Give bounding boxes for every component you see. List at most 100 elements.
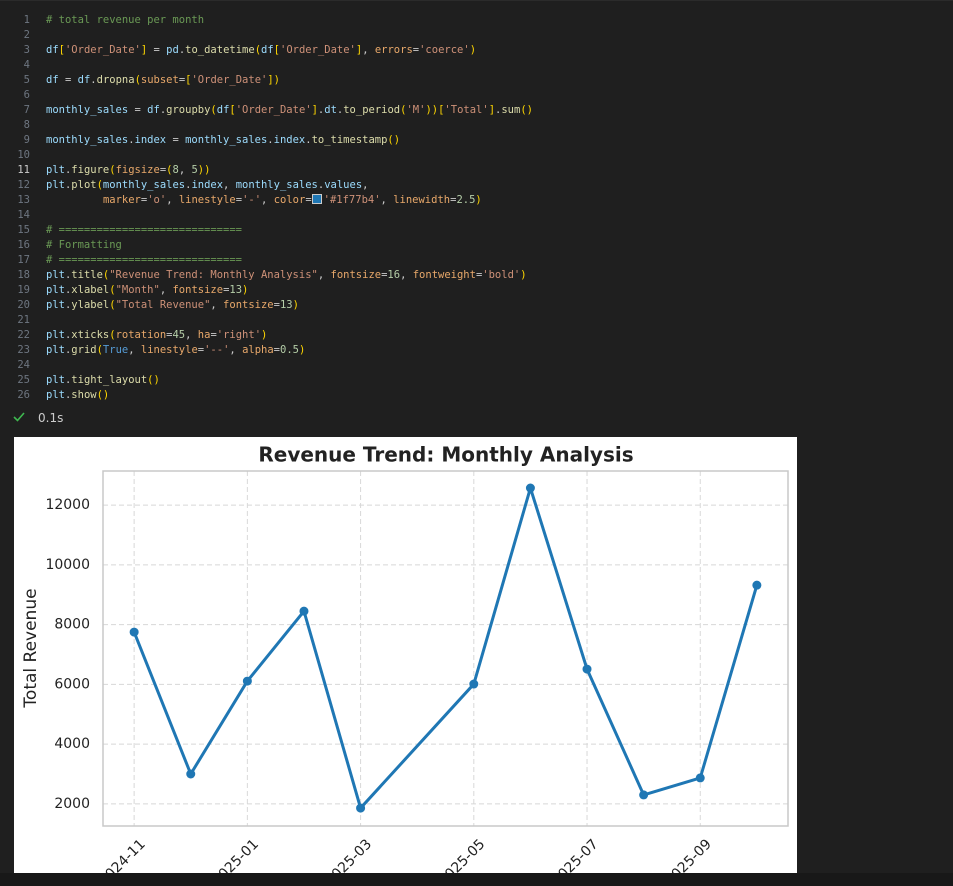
code-token: , [210, 299, 217, 311]
code-token: , [400, 269, 407, 281]
code-token: 13 [279, 299, 293, 311]
code-token: xlabel [71, 284, 110, 296]
code-token: ylabel [71, 299, 110, 311]
code-token: ) [261, 329, 268, 341]
code-token: ( [96, 344, 103, 356]
code-token: . [90, 74, 97, 86]
code-token: '#1f77b4' [323, 194, 381, 206]
code-token: monthly_sales [46, 104, 129, 116]
y-tick-label: 12000 [45, 497, 90, 513]
line-number: 16 [17, 239, 30, 251]
code-token: title [71, 269, 103, 281]
code-token: = [412, 44, 420, 56]
code-token: 0.5 [280, 344, 299, 356]
code-token: monthly_sales [185, 134, 268, 146]
code-token: sum [501, 104, 521, 116]
y-tick-label: 6000 [54, 676, 90, 692]
data-point [299, 606, 309, 616]
code-token: = [210, 329, 217, 341]
code-token: ) [393, 134, 401, 146]
y-tick-label: 4000 [54, 736, 90, 752]
code-token: index [273, 134, 306, 146]
plot-frame [102, 470, 789, 827]
code-token: , [185, 329, 192, 341]
code-token: plt [46, 329, 65, 341]
code-token: ( [96, 389, 103, 401]
code-cell[interactable]: 1 # total revenue per month 2 3 df['Order_Da… [0, 0, 953, 403]
data-point [582, 664, 592, 674]
code-token: . [64, 329, 72, 341]
code-token: linestyle [140, 344, 198, 356]
line-number: 14 [17, 209, 30, 221]
code-token: ( [109, 164, 116, 176]
chart-title: Revenue Trend: Monthly Analysis [258, 443, 633, 467]
code-token: ( [387, 134, 394, 146]
code-token: 'M' [406, 104, 426, 116]
code-token: = [450, 194, 457, 206]
code-token: = [172, 134, 179, 146]
code-token: . [64, 179, 72, 191]
line-number: 24 [17, 359, 30, 371]
code-token: . [64, 344, 72, 356]
code-token: ] [140, 44, 148, 56]
code-token: 'o' [147, 194, 167, 206]
code-token: 'Order_Date' [191, 74, 268, 86]
code-line: df['Order_Date'] = pd.to_datetime(df['Or… [46, 43, 476, 58]
line-number: 20 [17, 299, 30, 311]
code-line: # Formatting [46, 238, 122, 253]
code-token: . [64, 374, 72, 386]
code-token: linestyle [178, 194, 236, 206]
code-line: monthly_sales.index = monthly_sales.inde… [46, 133, 400, 148]
code-line: plt.xticks(rotation=45, ha='right') [46, 328, 267, 343]
code-token: [ [185, 74, 192, 86]
code-token: linewidth [393, 194, 451, 206]
code-token: df [147, 104, 160, 116]
code-token: plot [71, 179, 97, 191]
line-number: 8 [23, 119, 30, 131]
code-line: plt.show() [46, 388, 109, 403]
code-token: ha [197, 329, 211, 341]
code-token: 'Order_Date' [64, 44, 141, 56]
code-token: index [134, 134, 167, 146]
code-token: # ============================= [46, 254, 242, 266]
code-token: 2.5 [456, 194, 476, 206]
code-token: , [178, 164, 186, 176]
code-token: , [362, 44, 369, 56]
code-token: , [159, 284, 167, 296]
code-token: 5 [191, 164, 198, 176]
code-token: 16 [387, 269, 401, 281]
check-icon [13, 412, 25, 422]
code-token: values [324, 179, 363, 191]
code-token: figure [71, 164, 110, 176]
data-point [639, 790, 649, 800]
line-number: 17 [17, 254, 30, 266]
code-token: 'coerce' [419, 44, 470, 56]
code-token: ( [400, 104, 407, 116]
code-token: plt [46, 299, 65, 311]
code-token: ( [147, 374, 154, 386]
code-token: '--' [204, 344, 230, 356]
code-token: ( [102, 269, 110, 281]
code-token: ) [102, 389, 110, 401]
code-token: 'right' [216, 329, 262, 341]
code-token: ) [425, 104, 432, 116]
code-token: # ============================= [46, 224, 242, 236]
code-token: . [317, 179, 325, 191]
code-token: alpha [242, 344, 274, 356]
code-token: = [64, 74, 72, 86]
code-token: pd [166, 44, 179, 56]
code-token: ) [153, 374, 160, 386]
code-token: . [178, 44, 186, 56]
code-token: = [178, 74, 186, 86]
data-point [752, 580, 762, 590]
code-token: groupby [166, 104, 211, 116]
code-line: plt.xlabel("Month", fontsize=13) [46, 283, 248, 298]
code-token: df [261, 44, 274, 56]
line-number: 6 [23, 89, 30, 101]
code-token: plt [46, 374, 65, 386]
code-line: # ============================= [46, 253, 242, 268]
code-token: = [134, 104, 141, 116]
data-point [356, 803, 366, 813]
code-token: # total revenue per month [46, 14, 205, 26]
